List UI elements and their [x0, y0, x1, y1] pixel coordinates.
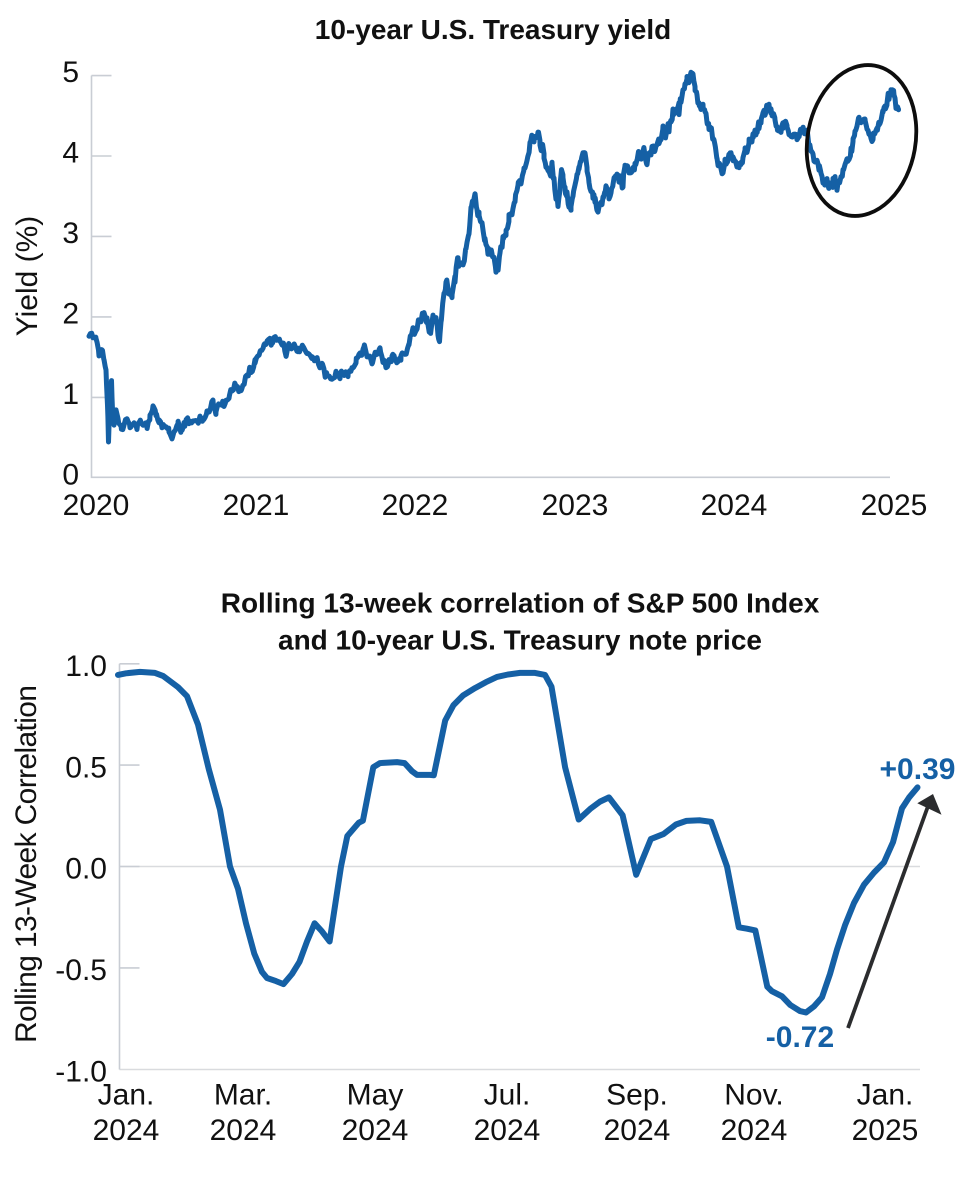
svg-text:5: 5	[62, 56, 79, 89]
svg-text:Mar.: Mar.	[214, 1079, 272, 1112]
svg-text:2022: 2022	[382, 489, 449, 522]
svg-text:-0.5: -0.5	[55, 954, 107, 987]
svg-text:3: 3	[62, 217, 79, 250]
svg-text:Rolling 13-week correlation of: Rolling 13-week correlation of S&P 500 I…	[221, 588, 820, 619]
svg-text:2025: 2025	[861, 489, 928, 522]
svg-text:1.0: 1.0	[65, 650, 107, 683]
svg-text:Jul.: Jul.	[484, 1079, 531, 1112]
svg-text:May: May	[347, 1079, 404, 1112]
svg-text:0: 0	[62, 458, 79, 491]
svg-text:2024: 2024	[210, 1114, 277, 1147]
svg-text:1: 1	[62, 378, 79, 411]
svg-text:Sep.: Sep.	[606, 1079, 668, 1112]
svg-text:2021: 2021	[223, 489, 290, 522]
svg-text:Jan.: Jan.	[98, 1079, 155, 1112]
svg-text:2024: 2024	[474, 1114, 541, 1147]
svg-text:0.0: 0.0	[65, 853, 107, 886]
svg-text:4: 4	[62, 137, 79, 170]
svg-text:10-year U.S. Treasury yield: 10-year U.S. Treasury yield	[315, 14, 671, 45]
svg-text:-0.72: -0.72	[766, 1021, 834, 1054]
svg-text:2024: 2024	[342, 1114, 409, 1147]
svg-text:2023: 2023	[542, 489, 609, 522]
svg-text:2: 2	[62, 297, 79, 330]
svg-text:Nov.: Nov.	[724, 1079, 783, 1112]
svg-text:2024: 2024	[93, 1114, 160, 1147]
svg-text:2020: 2020	[63, 489, 130, 522]
svg-text:2024: 2024	[721, 1114, 788, 1147]
svg-text:and 10-year U.S. Treasury note: and 10-year U.S. Treasury note price	[278, 625, 762, 656]
svg-text:0.5: 0.5	[65, 751, 107, 784]
svg-text:2024: 2024	[701, 489, 768, 522]
svg-text:Yield (%): Yield (%)	[11, 216, 44, 337]
svg-text:Rolling 13-Week Correlation: Rolling 13-Week Correlation	[10, 685, 43, 1043]
svg-text:2025: 2025	[852, 1114, 919, 1147]
svg-text:2024: 2024	[604, 1114, 671, 1147]
svg-text:-1.0: -1.0	[55, 1056, 107, 1089]
svg-text:Jan.: Jan.	[857, 1079, 914, 1112]
svg-text:+0.39: +0.39	[880, 753, 956, 786]
